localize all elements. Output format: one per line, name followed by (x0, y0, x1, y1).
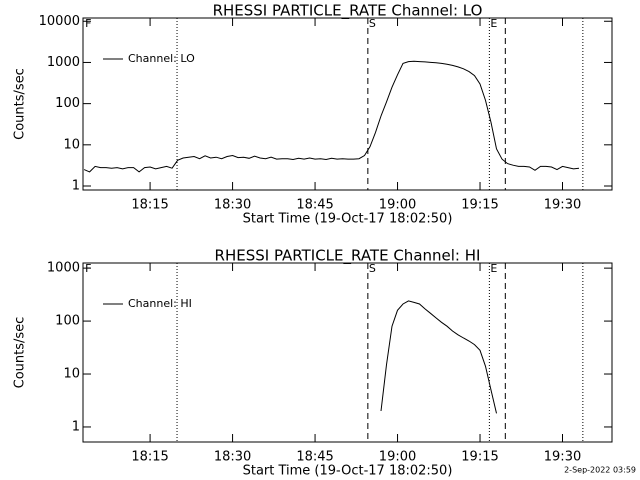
plot-frame (82, 262, 613, 443)
x-axis-label: Start Time (19-Oct-17 18:02:50) (243, 464, 453, 479)
y-axis-label: Counts/sec (13, 317, 28, 389)
legend-label: Channel: HI (128, 297, 192, 310)
y-tick-label: 100 (55, 314, 80, 329)
marker-label: F (85, 17, 91, 30)
x-tick-label: 19:30 (544, 450, 581, 465)
x-tick-label: 19:00 (379, 450, 416, 465)
x-tick-label: 19:30 (544, 198, 581, 213)
x-tick-label: 19:15 (461, 450, 498, 465)
x-tick-label: 19:15 (461, 198, 498, 213)
y-tick-label: 10000 (39, 14, 80, 29)
marker-label: E (490, 17, 497, 30)
marker-label: E (490, 262, 497, 275)
y-tick-label: 100 (55, 96, 80, 111)
marker-label: F (85, 262, 91, 275)
x-tick-label: 18:15 (131, 198, 168, 213)
timestamp: 2-Sep-2022 03:59 (564, 466, 636, 475)
chart-title: RHESSI PARTICLE_RATE Channel: HI (215, 247, 481, 266)
y-tick-label: 10 (63, 137, 80, 152)
legend-label: Channel: LO (128, 52, 195, 65)
x-tick-label: 18:45 (296, 450, 333, 465)
y-tick-label: 10 (63, 367, 80, 382)
x-axis-label: Start Time (19-Oct-17 18:02:50) (243, 212, 453, 227)
y-axis-label: Counts/sec (13, 68, 28, 140)
x-tick-label: 18:15 (131, 450, 168, 465)
y-tick-label: 1000 (47, 261, 80, 276)
marker-label: S (369, 262, 376, 275)
data-line (380, 300, 497, 414)
chart-title: RHESSI PARTICLE_RATE Channel: LO (213, 2, 483, 21)
x-tick-label: 18:45 (296, 198, 333, 213)
y-tick-label: 1 (72, 419, 80, 434)
x-tick-label: 18:30 (214, 450, 251, 465)
x-tick-label: 19:00 (379, 198, 416, 213)
y-tick-label: 1 (72, 179, 80, 194)
marker-label: S (369, 17, 376, 30)
x-tick-label: 18:30 (214, 198, 251, 213)
y-tick-label: 1000 (47, 55, 80, 70)
data-line (83, 60, 580, 173)
